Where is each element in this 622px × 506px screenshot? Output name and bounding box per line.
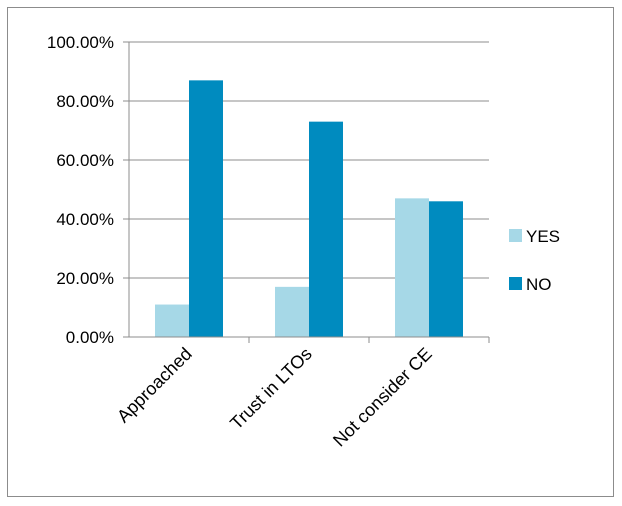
bar-no-3 [429,201,463,337]
y-tick-label: 100.00% [47,33,114,52]
legend-label-yes: YES [526,227,560,246]
x-tick-label: Not consider CE [329,344,436,451]
bar-yes-3 [395,198,429,337]
x-tick-label: Approached [113,344,196,427]
x-tick-label: Trust in LTOs [226,344,316,434]
bar-no-1 [189,80,223,337]
legend-swatch-no [509,277,522,290]
bars [155,80,463,338]
legend-label-no: NO [526,275,552,294]
legend-swatch-yes [509,229,522,242]
legend: YES NO [509,227,560,294]
y-tick-label: 40.00% [56,210,114,229]
x-tick-labels: Approached Trust in LTOs Not consider CE [113,344,436,451]
y-tick-label: 60.00% [56,151,114,170]
y-tick-labels: 0.00% 20.00% 40.00% 60.00% 80.00% 100.00% [47,33,114,347]
bar-no-2 [309,121,343,338]
bar-yes-1 [155,304,189,337]
bar-yes-2 [275,286,309,337]
y-tick-label: 0.00% [66,328,114,347]
y-tick-label: 20.00% [56,269,114,288]
axes [123,41,490,343]
y-tick-label: 80.00% [56,92,114,111]
